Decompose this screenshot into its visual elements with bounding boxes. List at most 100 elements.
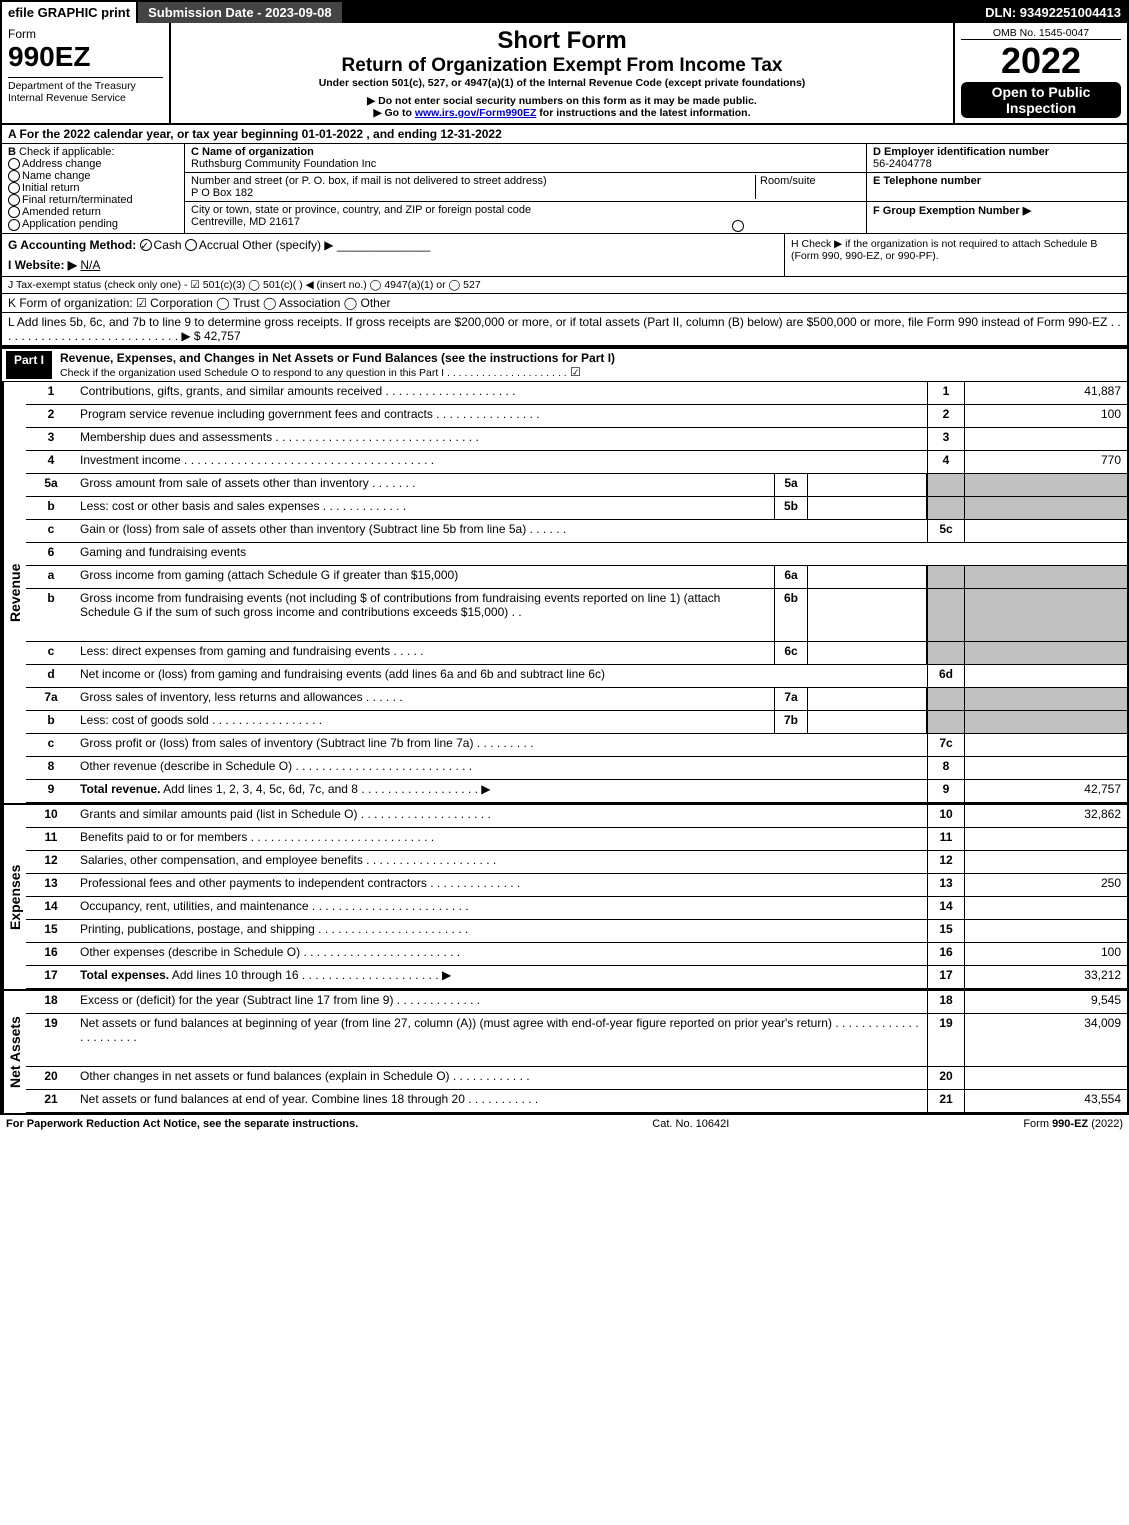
- part1-checked: ☑: [570, 365, 581, 379]
- chk-address-change[interactable]: [8, 158, 20, 170]
- line-number: 18: [26, 991, 76, 1013]
- line-row: bGross income from fundraising events (n…: [26, 589, 1127, 642]
- g-lbl: G Accounting Method:: [8, 238, 136, 252]
- chk-accrual[interactable]: [185, 239, 197, 251]
- netassets-label: Net Assets: [2, 991, 26, 1113]
- line-desc: Other changes in net assets or fund bala…: [76, 1067, 927, 1089]
- note-goto-pre: ▶ Go to: [374, 107, 415, 119]
- line-row: 17Total expenses. Add lines 10 through 1…: [26, 966, 1127, 989]
- line-desc: Gross income from gaming (attach Schedul…: [76, 566, 774, 588]
- h-text: H Check ▶ if the organization is not req…: [791, 238, 1097, 262]
- section-k: K Form of organization: ☑ Corporation ◯ …: [2, 294, 1127, 313]
- line-ref: 14: [927, 897, 965, 919]
- line-amount: [965, 757, 1127, 779]
- l-amt: 42,757: [204, 329, 241, 343]
- line-ref: 4: [927, 451, 965, 473]
- line-number: 17: [26, 966, 76, 988]
- form-container: efile GRAPHIC print Submission Date - 20…: [0, 0, 1129, 1115]
- chk-final-return[interactable]: [8, 194, 20, 206]
- line-desc: Membership dues and assessments . . . . …: [76, 428, 927, 450]
- i-lbl: I Website: ▶: [8, 258, 77, 272]
- line-desc: Gross profit or (loss) from sales of inv…: [76, 734, 927, 756]
- line-ref: [927, 566, 965, 588]
- line-number: 10: [26, 805, 76, 827]
- line-row: 4Investment income . . . . . . . . . . .…: [26, 451, 1127, 474]
- opt-name-change: Name change: [22, 170, 91, 182]
- note-ssn: ▶ Do not enter social security numbers o…: [177, 95, 947, 107]
- line-row: 14Occupancy, rent, utilities, and mainte…: [26, 897, 1127, 920]
- line-sub-number: 5a: [774, 474, 808, 496]
- open-public: Open to Public Inspection: [961, 82, 1121, 118]
- line-desc: Less: direct expenses from gaming and fu…: [76, 642, 774, 664]
- opt-amended: Amended return: [22, 206, 101, 218]
- line-desc: Program service revenue including govern…: [76, 405, 927, 427]
- line-amount: 42,757: [965, 780, 1127, 802]
- chk-app-pending[interactable]: [8, 219, 20, 231]
- line-desc: Contributions, gifts, grants, and simila…: [76, 382, 927, 404]
- line-sub-amount: [808, 566, 927, 588]
- line-number: 3: [26, 428, 76, 450]
- netassets-section: Net Assets 18Excess or (deficit) for the…: [2, 989, 1127, 1113]
- line-desc: Other revenue (describe in Schedule O) .…: [76, 757, 927, 779]
- line-amount: [965, 920, 1127, 942]
- info-row: B Check if applicable: Address change Na…: [2, 144, 1127, 234]
- line-desc: Excess or (deficit) for the year (Subtra…: [76, 991, 927, 1013]
- website: N/A: [80, 258, 100, 272]
- line-desc: Net income or (loss) from gaming and fun…: [76, 665, 927, 687]
- line-desc: Total revenue. Add lines 1, 2, 3, 4, 5c,…: [76, 780, 927, 802]
- header-center: Short Form Return of Organization Exempt…: [171, 23, 953, 123]
- efile-print[interactable]: efile GRAPHIC print: [2, 2, 138, 23]
- chk-name-change[interactable]: [8, 170, 20, 182]
- line-amount: 100: [965, 405, 1127, 427]
- chk-amended[interactable]: [8, 206, 20, 218]
- line-amount: 770: [965, 451, 1127, 473]
- irs-link[interactable]: www.irs.gov/Form990EZ: [415, 107, 537, 119]
- line-row: 1Contributions, gifts, grants, and simil…: [26, 382, 1127, 405]
- line-number: b: [26, 589, 76, 641]
- line-amount: 32,862: [965, 805, 1127, 827]
- line-number: 9: [26, 780, 76, 802]
- line-amount: 41,887: [965, 382, 1127, 404]
- footer-mid: Cat. No. 10642I: [358, 1118, 1023, 1130]
- line-desc: Occupancy, rent, utilities, and maintena…: [76, 897, 927, 919]
- line-row: 21Net assets or fund balances at end of …: [26, 1090, 1127, 1113]
- line-desc: Net assets or fund balances at beginning…: [76, 1014, 927, 1066]
- line-ref: 7c: [927, 734, 965, 756]
- line-amount: [965, 642, 1127, 664]
- line-amount: [965, 428, 1127, 450]
- line-desc: Other expenses (describe in Schedule O) …: [76, 943, 927, 965]
- line-row: 10Grants and similar amounts paid (list …: [26, 805, 1127, 828]
- line-desc: Gross amount from sale of assets other t…: [76, 474, 774, 496]
- chk-schedule-b[interactable]: [732, 220, 744, 232]
- line-row: 7aGross sales of inventory, less returns…: [26, 688, 1127, 711]
- part1-header: Part I Revenue, Expenses, and Changes in…: [2, 347, 1127, 382]
- line-ref: [927, 642, 965, 664]
- line-number: 20: [26, 1067, 76, 1089]
- line-amount: [965, 566, 1127, 588]
- line-desc: Gaming and fundraising events: [76, 543, 1127, 565]
- chk-cash[interactable]: [140, 239, 152, 251]
- line-desc: Gain or (loss) from sale of assets other…: [76, 520, 927, 542]
- line-desc: Benefits paid to or for members . . . . …: [76, 828, 927, 850]
- line-desc: Salaries, other compensation, and employ…: [76, 851, 927, 873]
- note-goto-post: for instructions and the latest informat…: [536, 107, 750, 119]
- d-lbl: D Employer identification number: [873, 146, 1049, 158]
- line-row: 5aGross amount from sale of assets other…: [26, 474, 1127, 497]
- line-row: cLess: direct expenses from gaming and f…: [26, 642, 1127, 665]
- line-amount: [965, 851, 1127, 873]
- line-row: 13Professional fees and other payments t…: [26, 874, 1127, 897]
- line-number: 19: [26, 1014, 76, 1066]
- section-c: C Name of organization Ruthsburg Communi…: [185, 144, 866, 233]
- chk-initial-return[interactable]: [8, 182, 20, 194]
- header-left: Form 990EZ Department of the Treasury In…: [2, 23, 171, 123]
- dln: DLN: 93492251004413: [979, 2, 1127, 23]
- line-row: 19Net assets or fund balances at beginni…: [26, 1014, 1127, 1067]
- subtitle: Under section 501(c), 527, or 4947(a)(1)…: [177, 77, 947, 89]
- dept-1: Department of the Treasury: [8, 80, 163, 92]
- line-ref: 8: [927, 757, 965, 779]
- part1-label: Part I: [6, 351, 52, 379]
- form-number: 990EZ: [8, 41, 163, 73]
- line-number: 7a: [26, 688, 76, 710]
- line-ref: 19: [927, 1014, 965, 1066]
- line-amount: [965, 1067, 1127, 1089]
